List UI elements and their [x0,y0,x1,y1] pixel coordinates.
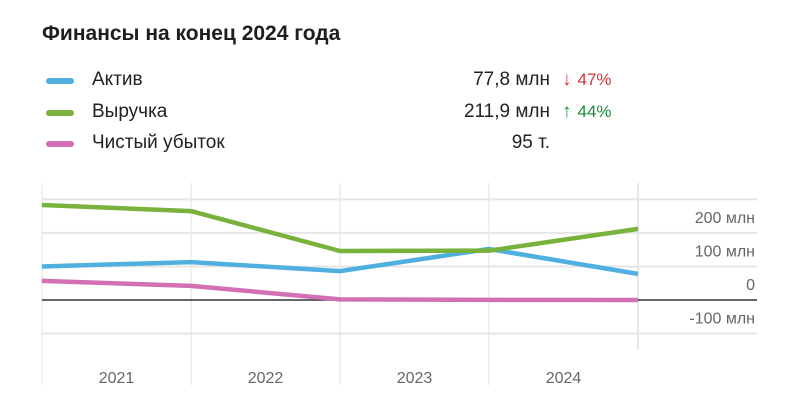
y-tick-label: 200 млн [695,210,755,227]
series-line-1 [41,202,639,254]
arrow-up-icon: ↑ [562,101,572,122]
legend-item-revenue: Выручка 211,9 млн ↑ 44% [42,98,642,126]
y-tick-label: 0 [746,277,755,294]
legend-label: Выручка [92,101,168,122]
legend-swatch [46,141,74,147]
y-tick-label: -100 млн [689,311,755,328]
legend-value: 211,9 млн [463,101,550,122]
series-line-0 [41,246,639,277]
x-tick-label: 2021 [99,370,135,387]
change-indicator: ↓ 47% [562,69,612,90]
legend-value: 95 т. [511,132,550,153]
page-title: Финансы на конец 2024 года [42,22,341,45]
legend-swatch [46,110,74,116]
x-tick-label: 2023 [397,370,433,387]
legend-swatch [46,78,74,84]
x-tick-label: 2024 [546,370,582,387]
legend-item-assets: Актив 77,8 млн ↓ 47% [42,66,642,94]
x-tick-label: 2022 [248,370,284,387]
legend-value: 77,8 млн [473,69,550,90]
series-line-2 [41,278,639,303]
change-indicator: ↑ 44% [562,101,612,122]
arrow-down-icon: ↓ [562,69,572,90]
legend-label: Чистый убыток [92,132,225,153]
legend-item-net-loss: Чистый убыток 95 т. [42,129,642,157]
y-tick-label: 100 млн [695,243,755,260]
legend-label: Актив [92,69,143,90]
